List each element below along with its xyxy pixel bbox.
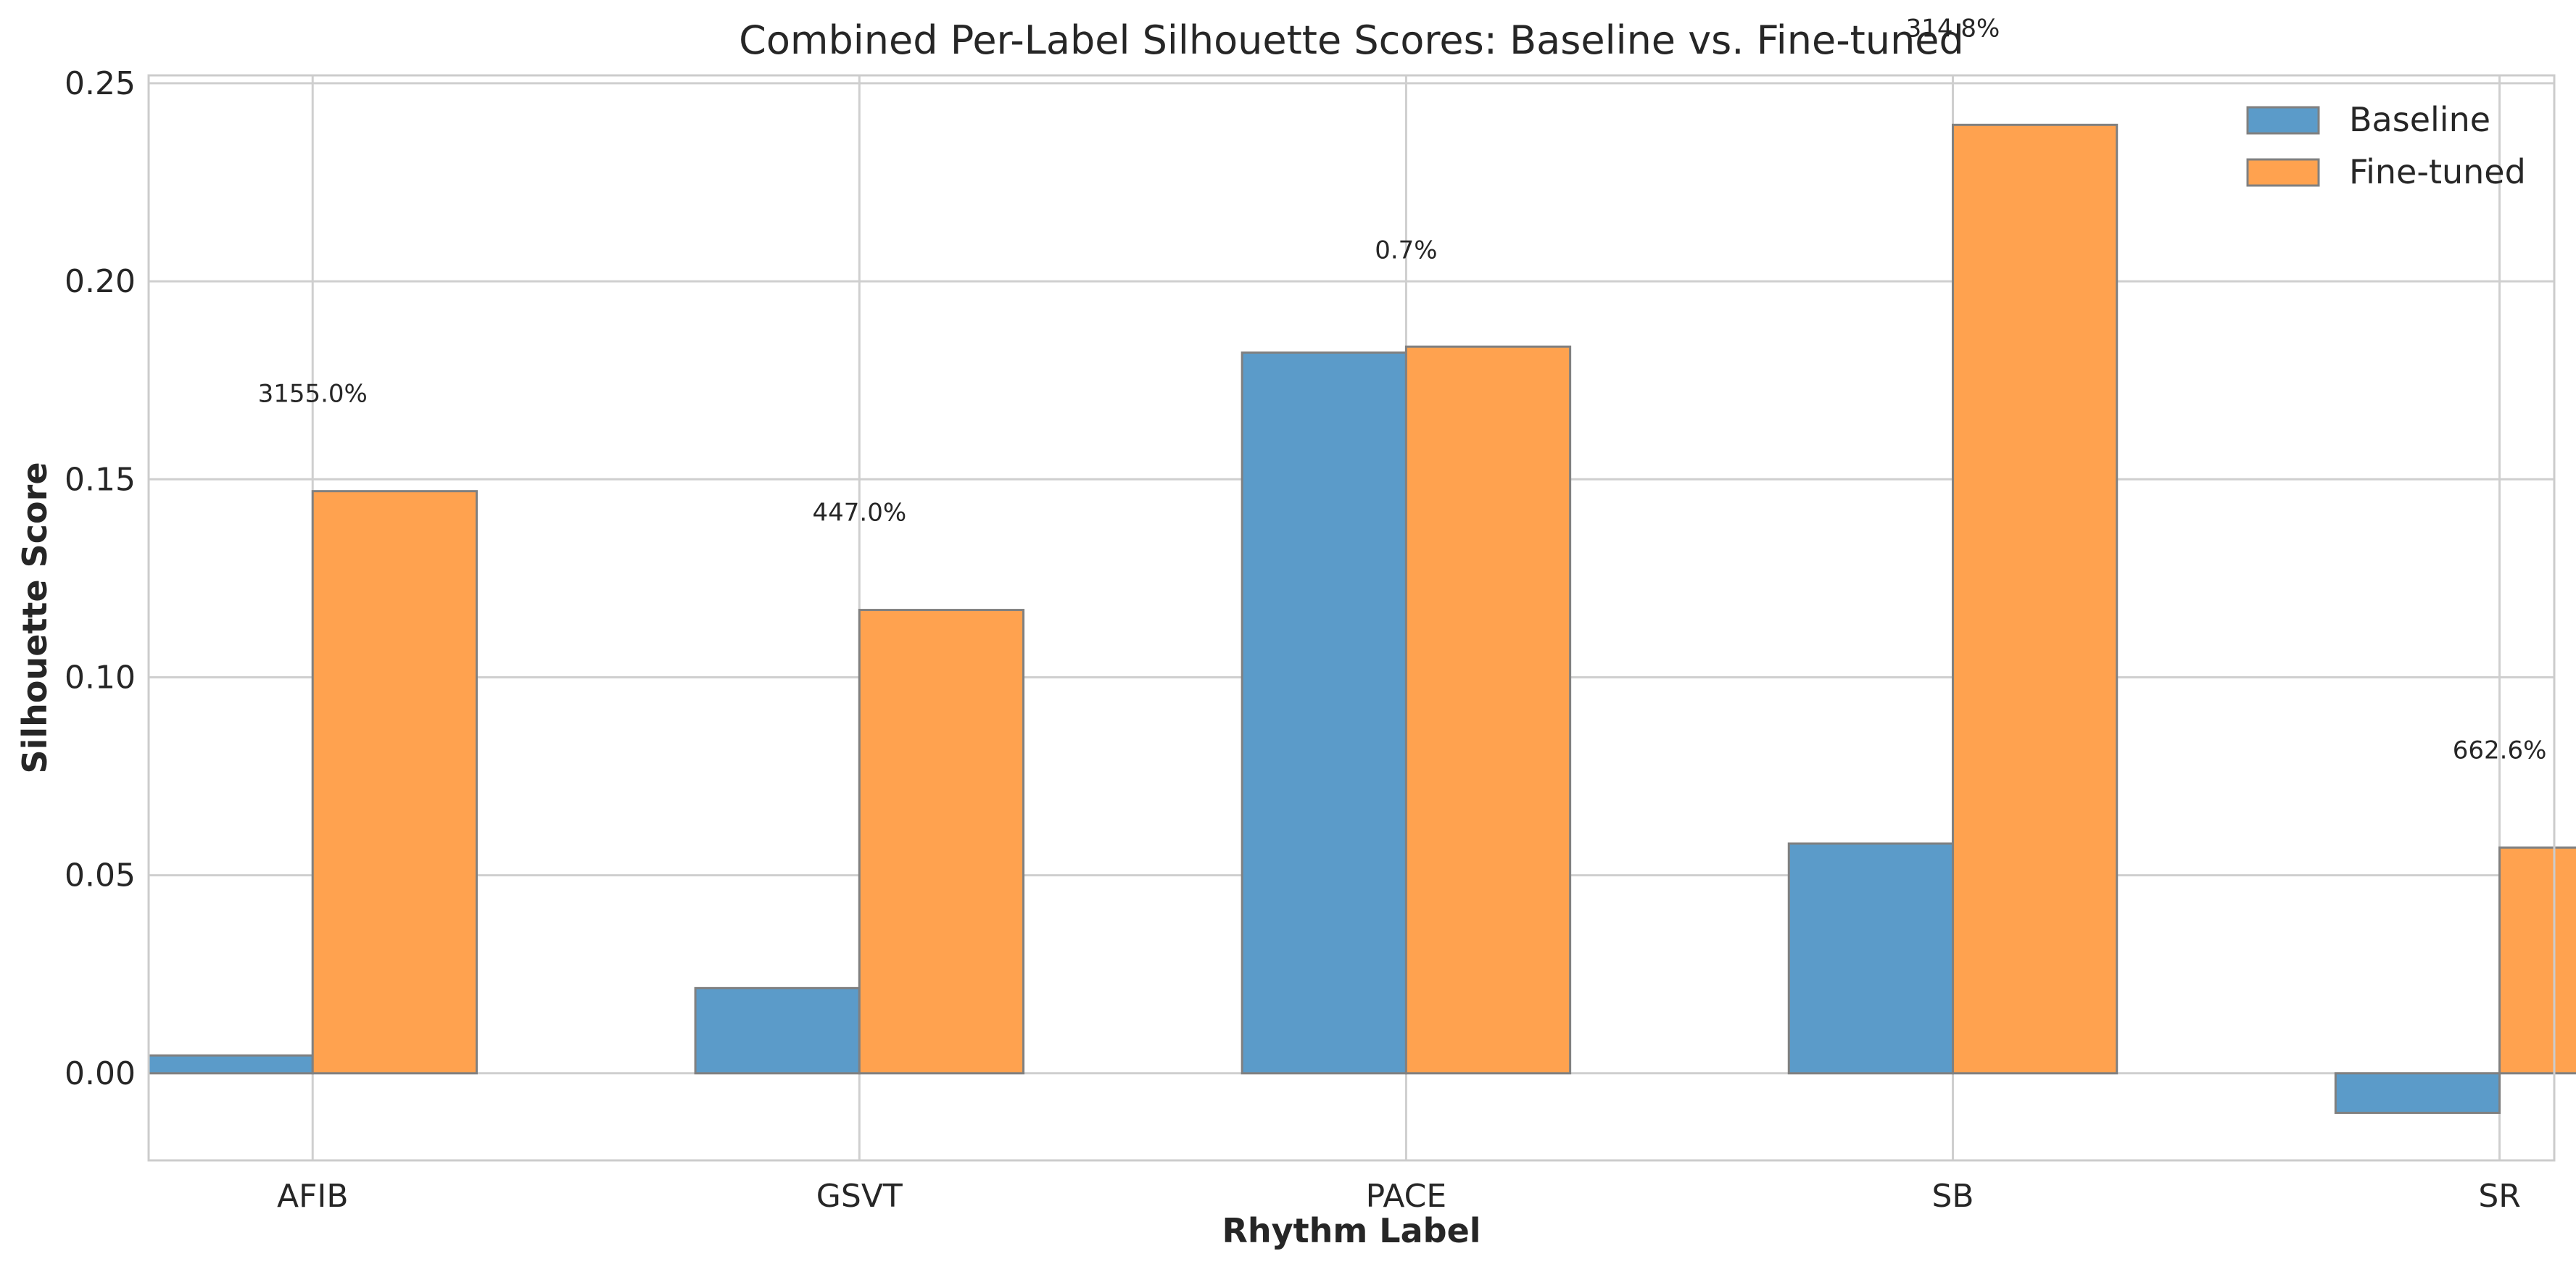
x-tick-label: GSVT: [816, 1178, 903, 1215]
x-tick-label: AFIB: [277, 1178, 349, 1215]
bars: [147, 123, 2576, 1114]
bar-fine-tuned-afib: [311, 490, 478, 1075]
y-tick-label: 0.05: [65, 857, 136, 894]
x-tick-label: PACE: [1366, 1178, 1447, 1215]
bar-fine-tuned-gsvt: [858, 609, 1025, 1075]
improvement-annotation: 314.8%: [1906, 14, 2000, 43]
y-tick-label: 0.15: [65, 461, 136, 498]
bar-baseline-gsvt: [694, 986, 861, 1075]
legend-label: Fine-tuned: [2349, 152, 2526, 191]
x-tick-label: SR: [2478, 1178, 2521, 1215]
y-axis-ticks: 0.00 0.05 0.10 0.15 0.20 0.25: [65, 65, 136, 1092]
x-axis-label: Rhythm Label: [1222, 1211, 1480, 1250]
improvement-annotation: 0.7%: [1375, 236, 1437, 265]
plot-frame: [147, 74, 2556, 1162]
y-tick-label: 0.10: [65, 659, 136, 696]
y-axis-label: Silhouette Score: [15, 462, 54, 773]
improvement-annotation: 447.0%: [812, 499, 906, 528]
chart-title: Combined Per-Label Silhouette Scores: Ba…: [739, 17, 1964, 63]
bar-fine-tuned-sr: [2498, 846, 2576, 1075]
legend-label: Baseline: [2349, 100, 2490, 139]
improvement-annotation: 3155.0%: [258, 380, 368, 409]
bar-fine-tuned-pace: [1404, 345, 1572, 1075]
bar-fine-tuned-sb: [1952, 123, 2119, 1075]
x-axis-ticks: AFIB GSVT PACE SB SR: [277, 1178, 2521, 1215]
legend: Baseline Fine-tuned: [2246, 100, 2526, 191]
legend-swatch: [2246, 106, 2320, 135]
y-tick-label: 0.20: [65, 263, 136, 300]
bar-baseline-pace: [1241, 351, 1407, 1075]
x-tick-label: SB: [1931, 1178, 1974, 1215]
y-tick-label: 0.00: [65, 1055, 136, 1092]
annotations: 3155.0% 447.0% 0.7% 314.8% 662.6%: [258, 14, 2547, 765]
bar-baseline-afib: [147, 1054, 314, 1075]
legend-swatch: [2246, 158, 2320, 187]
improvement-annotation: 662.6%: [2453, 736, 2547, 765]
bar-baseline-sr: [2334, 1072, 2501, 1114]
bar-baseline-sb: [1787, 842, 1954, 1075]
y-tick-label: 0.25: [65, 65, 136, 102]
